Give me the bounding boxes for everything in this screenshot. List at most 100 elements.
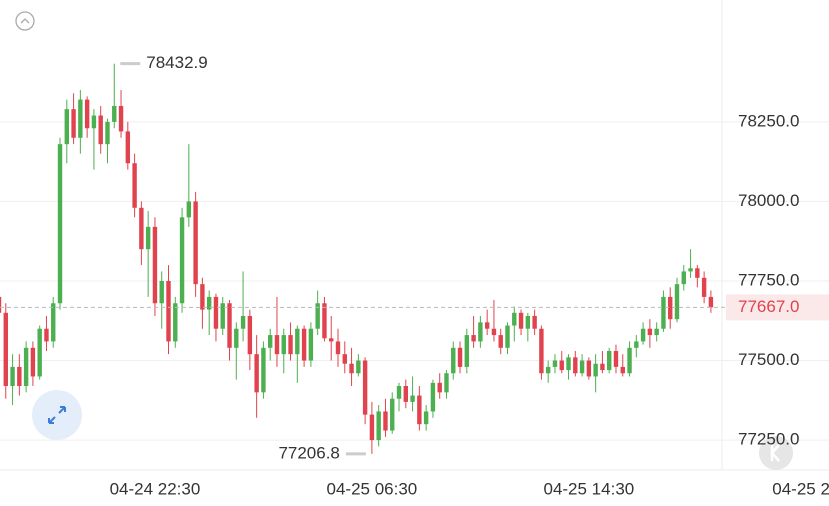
x-tick-label: 04-24 22:30 [110,479,201,498]
candle-body [105,121,110,145]
candle-body [227,303,232,348]
candle-body [295,328,300,355]
candle-body [0,296,2,313]
candle-body [396,385,402,399]
expand-button[interactable] [32,390,82,440]
candle-body [30,347,36,377]
candle-body [417,395,422,425]
candle-body [708,296,714,308]
y-tick-label: 78000.0 [738,191,799,210]
candle-body [51,303,56,342]
candle-body [112,105,117,122]
candle-body [701,277,707,297]
candle-body [607,350,612,371]
candle-body [423,411,429,425]
candle-body [403,385,408,402]
candle-body [37,328,42,377]
candle-body [376,411,381,441]
y-tick-label: 77750.0 [738,270,799,289]
candle-body [193,201,198,285]
candle-body [268,335,273,348]
candle-body [301,328,307,361]
candle-body [213,296,219,329]
max-label: 78432.9 [146,53,207,72]
candle-body [484,322,490,329]
candle-body [505,325,510,348]
candle-body [281,335,286,355]
candle-body [383,411,388,431]
collapse-icon[interactable] [15,11,35,31]
candle-body [532,315,537,329]
candle-body [451,347,456,374]
candle-body [200,284,205,310]
candle-body [430,382,436,412]
candle-body [173,303,178,342]
candle-body [613,350,619,367]
candle-body [695,268,700,278]
candle-body [118,105,124,132]
candle-body [654,328,659,336]
candle-body [3,312,8,386]
candle-body [600,363,605,371]
candle-body [627,347,632,374]
candle-body [240,315,246,329]
candle-body [145,226,151,250]
candle-body [593,363,598,377]
candle-body [57,144,63,304]
candle-body [64,109,69,145]
candle-body [681,271,686,285]
candle-body [539,328,544,374]
candle-body [586,360,592,377]
candle-body [457,347,463,367]
candle-body [44,328,49,342]
candle-body [444,373,449,393]
candle-body [335,341,341,355]
candle-body [512,312,517,326]
y-tick-label: 78250.0 [738,111,799,130]
last-price-box [726,294,829,321]
candle-body [410,395,415,402]
candle-body [125,131,131,164]
candle-body [668,296,673,320]
candle-body [315,303,320,329]
candle-body [247,315,253,355]
candle-body [356,360,361,374]
plot [0,62,829,456]
candle-body [152,226,158,304]
candle-body [552,360,558,367]
candle-body [139,207,144,250]
candle-body [362,360,368,415]
x-tick-label: 04-25 06:30 [327,479,418,498]
candle-body [647,328,653,336]
candle-body [288,335,293,355]
candle-body [369,414,375,441]
candle-body [498,335,503,348]
candle-body [464,335,470,367]
candle-body [579,360,585,374]
candle-body [274,335,280,355]
last-price-label: 77667.0 [738,297,799,316]
candle-body [78,99,83,138]
candle-body [322,303,327,339]
candle-body [491,328,497,336]
candle-body [261,347,266,393]
candle-body [566,357,571,371]
candle-body [23,347,29,386]
grid [0,121,829,441]
candle-body [132,163,137,208]
candle-body [478,322,483,342]
expand-icon [48,406,66,424]
kline-button[interactable] [759,436,793,470]
x-tick-label: 04-25 22 [772,479,829,498]
candle-body [206,296,212,310]
candle-body [674,284,680,320]
candle-body [688,268,693,272]
candle-body [17,366,22,386]
candle-body [661,296,666,329]
candle-body [98,115,103,145]
candle-body [545,366,551,374]
candle-body [437,382,442,393]
candle-body [329,338,334,342]
candle-body [390,398,395,431]
candle-body [234,328,239,348]
